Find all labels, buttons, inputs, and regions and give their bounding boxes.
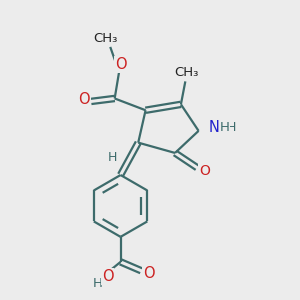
Text: O: O [102, 269, 114, 284]
Text: N: N [211, 120, 221, 134]
Text: CH₃: CH₃ [175, 66, 199, 79]
Text: H: H [220, 122, 230, 134]
Text: N: N [209, 120, 220, 135]
Text: H: H [108, 151, 117, 164]
Text: O: O [199, 164, 210, 178]
Text: CH₃: CH₃ [94, 32, 118, 45]
Text: O: O [143, 266, 154, 281]
Text: H: H [227, 122, 236, 134]
Text: H: H [93, 277, 103, 290]
Text: O: O [78, 92, 90, 107]
Text: O: O [115, 57, 126, 72]
